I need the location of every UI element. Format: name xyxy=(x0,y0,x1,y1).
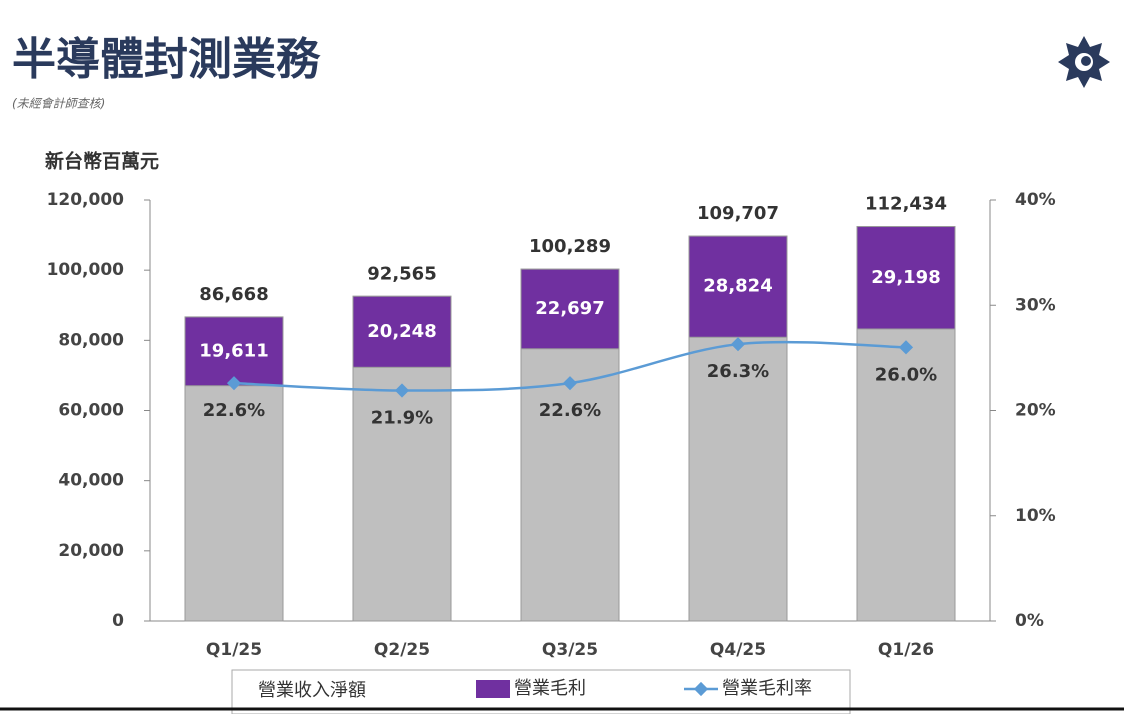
data-label: 20,248 xyxy=(367,321,436,342)
bar-segment xyxy=(520,268,620,350)
data-label: 26.0% xyxy=(875,364,937,385)
line-marker xyxy=(226,376,242,391)
data-label: 22.6% xyxy=(203,400,265,421)
chart-title: 半導體封測業務 xyxy=(12,34,321,85)
x-tick-label: Q1/26 xyxy=(878,640,934,660)
x-tick-label: Q4/25 xyxy=(710,640,766,660)
data-label: 109,707 xyxy=(697,203,779,224)
legend-label: 營業毛利 xyxy=(514,678,586,699)
data-label: 112,434 xyxy=(865,194,947,215)
y2-tick-label: 20% xyxy=(1015,401,1056,421)
y2-tick-label: 40% xyxy=(1015,190,1056,210)
data-label: 29,198 xyxy=(871,267,940,288)
legend-swatch xyxy=(476,680,510,698)
bar-segment xyxy=(352,295,452,368)
data-label: 26.3% xyxy=(707,361,769,382)
legend-label: 營業收入淨額 xyxy=(258,680,366,701)
bar-segment xyxy=(856,226,956,330)
y-axis-label: 新台幣百萬元 xyxy=(45,150,159,173)
chart-subtitle: (未經會計師查核) xyxy=(12,97,105,111)
legend-box xyxy=(231,669,851,715)
data-label: 22,697 xyxy=(535,298,604,319)
data-label: 86,668 xyxy=(199,284,268,305)
y-tick-label: 120,000 xyxy=(47,190,125,210)
data-label: 22.6% xyxy=(539,400,601,421)
y-tick-label: 60,000 xyxy=(58,401,124,421)
x-tick-label: Q3/25 xyxy=(542,640,598,660)
y-tick-label: 40,000 xyxy=(58,471,124,491)
line-marker xyxy=(730,337,746,352)
y-tick-label: 80,000 xyxy=(58,330,124,350)
line-marker xyxy=(394,383,410,398)
x-tick-label: Q1/25 xyxy=(206,640,262,660)
line-marker xyxy=(898,340,914,355)
legend-label: 營業毛利率 xyxy=(722,678,812,699)
data-label: 28,824 xyxy=(703,276,772,297)
bar-segment xyxy=(184,316,284,387)
y-tick-label: 0 xyxy=(112,611,124,631)
data-label: 92,565 xyxy=(367,263,436,284)
legend-marker xyxy=(693,681,709,697)
line-marker xyxy=(562,376,578,391)
bar-segment xyxy=(688,235,788,338)
y2-tick-label: 10% xyxy=(1015,506,1056,526)
y-tick-label: 100,000 xyxy=(47,260,125,280)
y2-tick-label: 0% xyxy=(1015,611,1044,631)
data-label: 21.9% xyxy=(371,408,433,429)
data-label: 19,611 xyxy=(199,340,268,361)
x-tick-label: Q2/25 xyxy=(374,640,430,660)
y-tick-label: 20,000 xyxy=(58,541,124,561)
y2-tick-label: 30% xyxy=(1015,295,1056,315)
logo xyxy=(1058,36,1110,88)
data-label: 100,289 xyxy=(529,236,611,257)
